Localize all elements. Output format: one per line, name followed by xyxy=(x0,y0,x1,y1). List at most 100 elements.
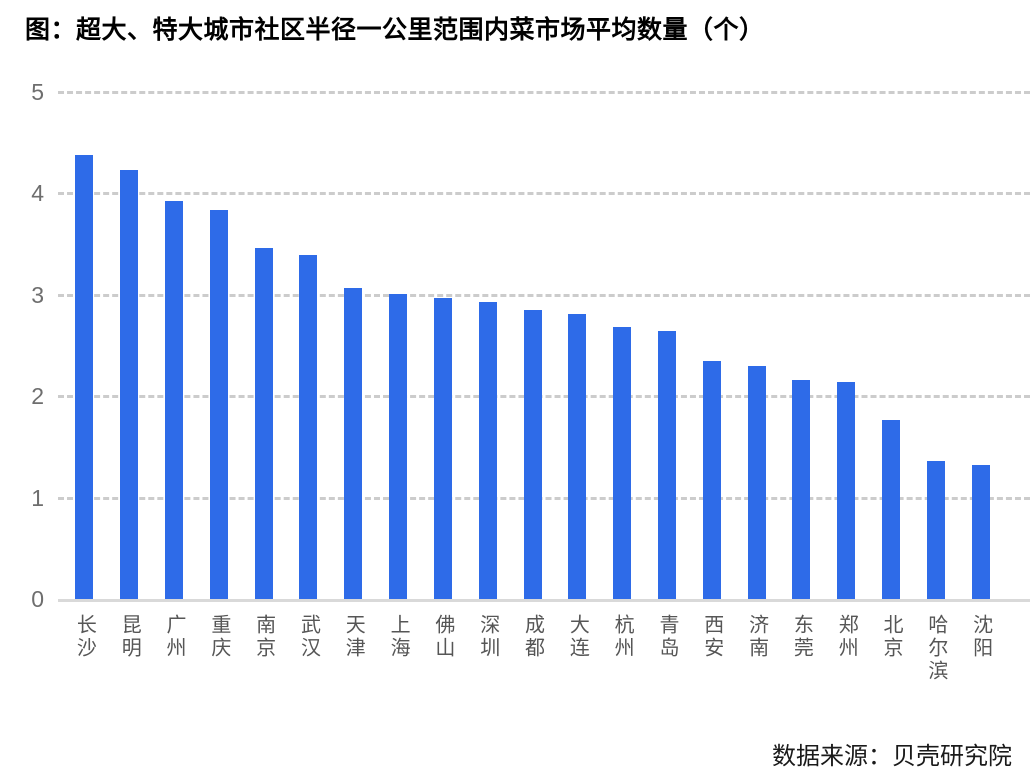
bar-济南 xyxy=(747,365,766,599)
x-label-column: 长沙 xyxy=(62,614,107,660)
bar-天津 xyxy=(344,287,363,599)
bar-武汉 xyxy=(299,255,318,599)
bar-青岛 xyxy=(657,331,676,599)
bar-哈尔滨 xyxy=(926,461,945,599)
chart-title: 图：超大、特大城市社区半径一公里范围内菜市场平均数量（个） xyxy=(25,16,765,44)
bar-column-昆明 xyxy=(107,92,152,599)
x-axis-category-label-沈阳: 沈阳 xyxy=(969,614,992,660)
x-axis-category-label-长沙: 长沙 xyxy=(73,614,96,660)
x-label-column: 大连 xyxy=(555,614,600,660)
bar-column-上海 xyxy=(376,92,421,599)
x-axis-category-label-佛山: 佛山 xyxy=(431,614,454,660)
gridline-y-1 xyxy=(58,496,1030,500)
x-axis-labels: 长沙 昆明 广州 重庆 南京 武汉 天津 上海 佛山 深圳 成都 大连 杭州 青岛 西安 济南 东莞 郑州 北京 哈尔… xyxy=(62,614,1003,683)
y-axis-tick-label-2: 2 xyxy=(31,383,44,410)
x-label-column: 上海 xyxy=(376,614,421,660)
x-label-column: 广州 xyxy=(152,614,197,660)
bar-column-深圳 xyxy=(465,92,510,599)
x-label-column: 佛山 xyxy=(421,614,466,660)
gridline-y-2 xyxy=(58,395,1030,399)
bar-column-重庆 xyxy=(196,92,241,599)
x-axis-category-label-杭州: 杭州 xyxy=(611,614,634,660)
x-axis-category-label-大连: 大连 xyxy=(566,614,589,660)
x-label-column: 青岛 xyxy=(645,614,690,660)
gridline-y-5 xyxy=(58,91,1030,94)
bar-column-东莞 xyxy=(779,92,824,599)
x-axis-category-label-重庆: 重庆 xyxy=(207,614,230,660)
x-axis-category-label-北京: 北京 xyxy=(880,614,903,660)
bar-column-长沙 xyxy=(62,92,107,599)
bar-column-沈阳 xyxy=(958,92,1003,599)
x-label-column: 杭州 xyxy=(600,614,645,660)
bar-昆明 xyxy=(120,170,139,599)
bar-长沙 xyxy=(75,154,94,599)
x-axis-category-label-东莞: 东莞 xyxy=(790,614,813,660)
bar-column-成都 xyxy=(510,92,555,599)
x-axis-category-label-西安: 西安 xyxy=(700,614,723,660)
x-axis-category-label-成都: 成都 xyxy=(521,614,544,660)
y-axis-tick-label-1: 1 xyxy=(31,484,44,511)
bar-column-郑州 xyxy=(824,92,869,599)
bar-沈阳 xyxy=(971,465,990,599)
bar-南京 xyxy=(254,248,273,599)
y-axis-tick-label-3: 3 xyxy=(31,281,44,308)
x-label-column: 南京 xyxy=(241,614,286,660)
x-label-column: 北京 xyxy=(869,614,914,660)
bar-column-济南 xyxy=(734,92,779,599)
x-axis-baseline xyxy=(58,599,1030,602)
x-axis-category-label-广州: 广州 xyxy=(163,614,186,660)
gridline-y-3 xyxy=(58,293,1030,297)
bar-杭州 xyxy=(613,327,632,599)
x-axis-category-label-南京: 南京 xyxy=(252,614,275,660)
x-label-column: 重庆 xyxy=(196,614,241,660)
bar-column-哈尔滨 xyxy=(913,92,958,599)
x-axis-category-label-上海: 上海 xyxy=(387,614,410,660)
bar-column-青岛 xyxy=(645,92,690,599)
bar-column-佛山 xyxy=(421,92,466,599)
x-axis-category-label-哈尔滨: 哈尔滨 xyxy=(924,614,947,683)
y-axis-tick-label-0: 0 xyxy=(31,586,44,612)
x-axis-category-label-天津: 天津 xyxy=(342,614,365,660)
bar-column-广州 xyxy=(152,92,197,599)
x-label-column: 哈尔滨 xyxy=(913,614,958,683)
bar-西安 xyxy=(702,360,721,599)
bar-郑州 xyxy=(837,382,856,599)
x-axis-category-label-青岛: 青岛 xyxy=(655,614,678,660)
bar-column-大连 xyxy=(555,92,600,599)
bar-column-北京 xyxy=(869,92,914,599)
bar-成都 xyxy=(523,310,542,599)
bar-北京 xyxy=(882,419,901,599)
x-axis-category-label-郑州: 郑州 xyxy=(835,614,858,660)
x-label-column: 昆明 xyxy=(107,614,152,660)
x-axis-category-label-武汉: 武汉 xyxy=(297,614,320,660)
x-axis-category-label-深圳: 深圳 xyxy=(476,614,499,660)
x-axis-category-label-济南: 济南 xyxy=(745,614,768,660)
gridline-y-4 xyxy=(58,192,1030,196)
bars-container xyxy=(62,92,1003,599)
bar-佛山 xyxy=(433,297,452,599)
bar-column-武汉 xyxy=(286,92,331,599)
x-label-column: 济南 xyxy=(734,614,779,660)
x-label-column: 东莞 xyxy=(779,614,824,660)
x-label-column: 成都 xyxy=(510,614,555,660)
x-label-column: 郑州 xyxy=(824,614,869,660)
bar-广州 xyxy=(165,200,184,599)
data-source-note: 数据来源：贝壳研究院 xyxy=(772,743,1012,770)
x-label-column: 西安 xyxy=(689,614,734,660)
x-axis-category-label-昆明: 昆明 xyxy=(118,614,141,660)
bar-column-杭州 xyxy=(600,92,645,599)
bar-上海 xyxy=(389,293,408,599)
bar-column-西安 xyxy=(689,92,734,599)
bar-深圳 xyxy=(478,301,497,599)
bar-column-天津 xyxy=(331,92,376,599)
x-label-column: 天津 xyxy=(331,614,376,660)
y-axis-tick-label-5: 5 xyxy=(31,79,44,105)
bar-东莞 xyxy=(792,379,811,599)
y-axis-tick-label-4: 4 xyxy=(31,180,44,207)
bar-大连 xyxy=(568,314,587,599)
x-label-column: 武汉 xyxy=(286,614,331,660)
x-label-column: 深圳 xyxy=(465,614,510,660)
x-label-column: 沈阳 xyxy=(958,614,1003,660)
